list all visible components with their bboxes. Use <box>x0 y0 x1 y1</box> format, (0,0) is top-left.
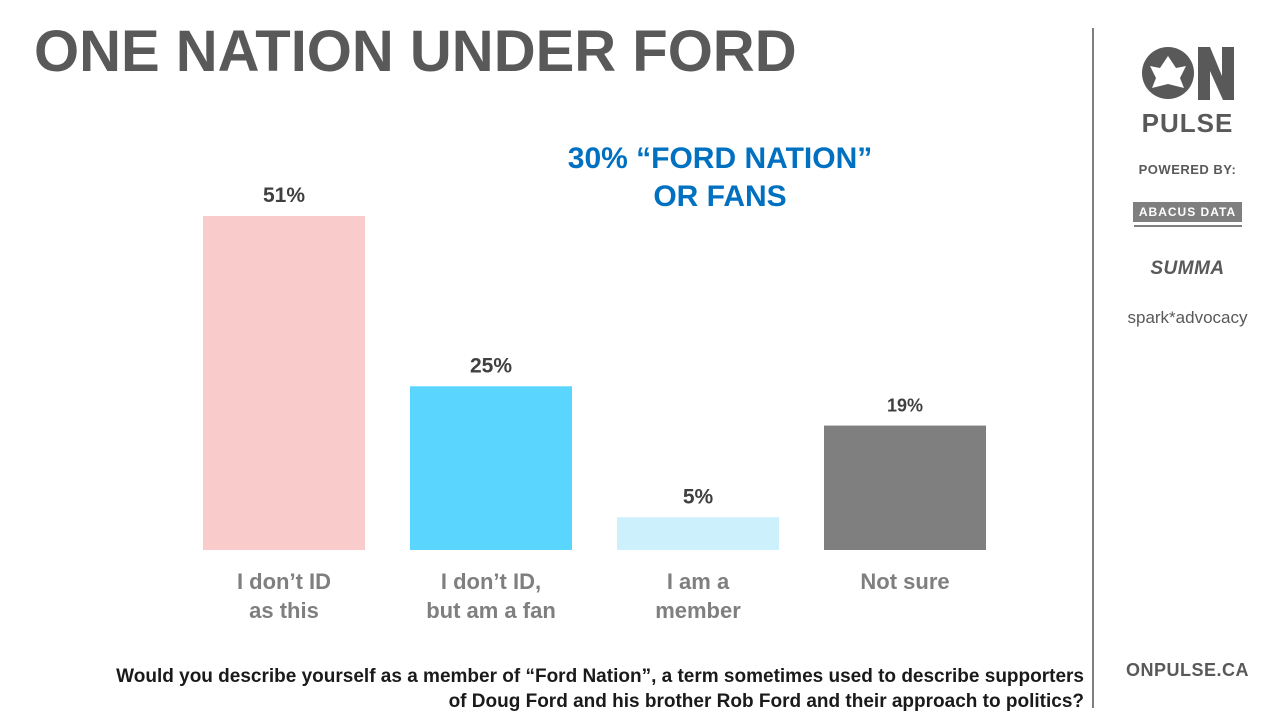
onpulse-url: ONPULSE.CA <box>1125 660 1249 680</box>
vertical-divider <box>1092 28 1094 708</box>
value-label-2: 5% <box>683 485 714 508</box>
on-logo-icon <box>1141 47 1234 100</box>
bar-3 <box>824 425 986 550</box>
category-label-1-0: I don’t ID, <box>441 569 541 594</box>
bar-chart: 51% I don’t ID as this 25% I don’t ID, but am… <box>203 184 986 623</box>
onpulse-logo <box>1095 44 1280 102</box>
callout-line-1: 30% “FORD NATION” <box>567 142 873 175</box>
powered-by-label: POWERED BY: <box>1138 162 1237 177</box>
summa-logo: SUMMA <box>1150 258 1225 279</box>
category-label-2-1: member <box>655 598 741 623</box>
pulse-wordmark: PULSE <box>1141 108 1234 138</box>
category-label-0-1: as this <box>249 598 319 623</box>
ford-nation-callout: 30% “FORD NATION” OR FANS <box>520 140 920 216</box>
value-label-1: 25% <box>470 354 512 377</box>
category-label-3-0: Not sure <box>860 569 949 594</box>
survey-question: Would you describe yourself as a member … <box>116 666 1084 712</box>
bar-0 <box>203 216 365 550</box>
bar-2 <box>617 517 779 550</box>
category-label-0-0: I don’t ID <box>237 569 331 594</box>
value-label-3: 19% <box>887 396 923 416</box>
spark-advocacy-logo: spark*advocacy <box>1127 308 1248 327</box>
page-title: ONE NATION UNDER FORD <box>34 19 797 84</box>
category-label-2-0: I am a <box>667 569 730 594</box>
abacus-data-logo: ABACUS DATA <box>1095 202 1280 227</box>
value-label-0: 51% <box>263 184 305 207</box>
callout-line-2: OR FANS <box>653 180 787 213</box>
abacus-data-label: ABACUS DATA <box>1132 202 1243 222</box>
category-label-1-1: but am a fan <box>426 598 556 623</box>
bar-1 <box>410 386 572 550</box>
